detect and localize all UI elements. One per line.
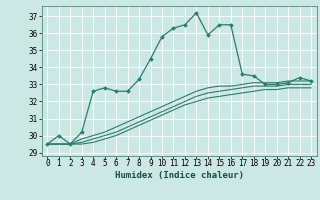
X-axis label: Humidex (Indice chaleur): Humidex (Indice chaleur) [115,171,244,180]
